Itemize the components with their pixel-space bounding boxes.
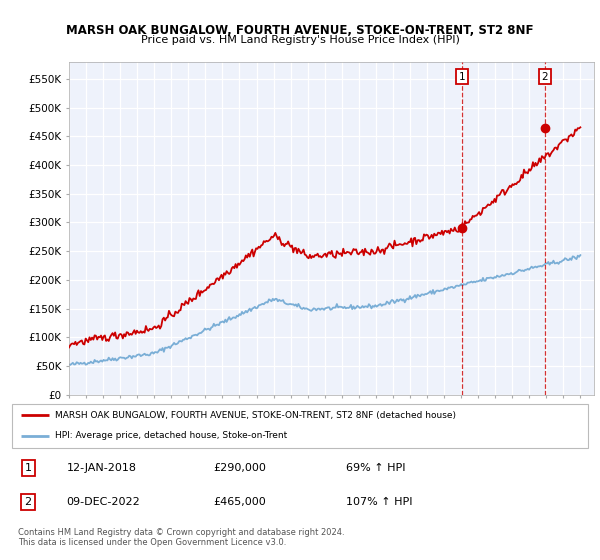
Text: 107% ↑ HPI: 107% ↑ HPI xyxy=(346,497,413,507)
Text: 69% ↑ HPI: 69% ↑ HPI xyxy=(346,463,406,473)
Text: 1: 1 xyxy=(25,463,32,473)
Text: £465,000: £465,000 xyxy=(214,497,266,507)
Text: MARSH OAK BUNGALOW, FOURTH AVENUE, STOKE-ON-TRENT, ST2 8NF (detached house): MARSH OAK BUNGALOW, FOURTH AVENUE, STOKE… xyxy=(55,410,456,420)
Text: 2: 2 xyxy=(542,72,548,82)
Text: MARSH OAK BUNGALOW, FOURTH AVENUE, STOKE-ON-TRENT, ST2 8NF: MARSH OAK BUNGALOW, FOURTH AVENUE, STOKE… xyxy=(66,24,534,36)
Text: 2: 2 xyxy=(25,497,32,507)
Text: Contains HM Land Registry data © Crown copyright and database right 2024.
This d: Contains HM Land Registry data © Crown c… xyxy=(18,528,344,547)
Text: 09-DEC-2022: 09-DEC-2022 xyxy=(67,497,140,507)
FancyBboxPatch shape xyxy=(12,404,588,448)
Text: £290,000: £290,000 xyxy=(214,463,266,473)
Text: Price paid vs. HM Land Registry's House Price Index (HPI): Price paid vs. HM Land Registry's House … xyxy=(140,35,460,45)
Text: 12-JAN-2018: 12-JAN-2018 xyxy=(67,463,137,473)
Text: 1: 1 xyxy=(458,72,465,82)
Text: HPI: Average price, detached house, Stoke-on-Trent: HPI: Average price, detached house, Stok… xyxy=(55,431,287,440)
